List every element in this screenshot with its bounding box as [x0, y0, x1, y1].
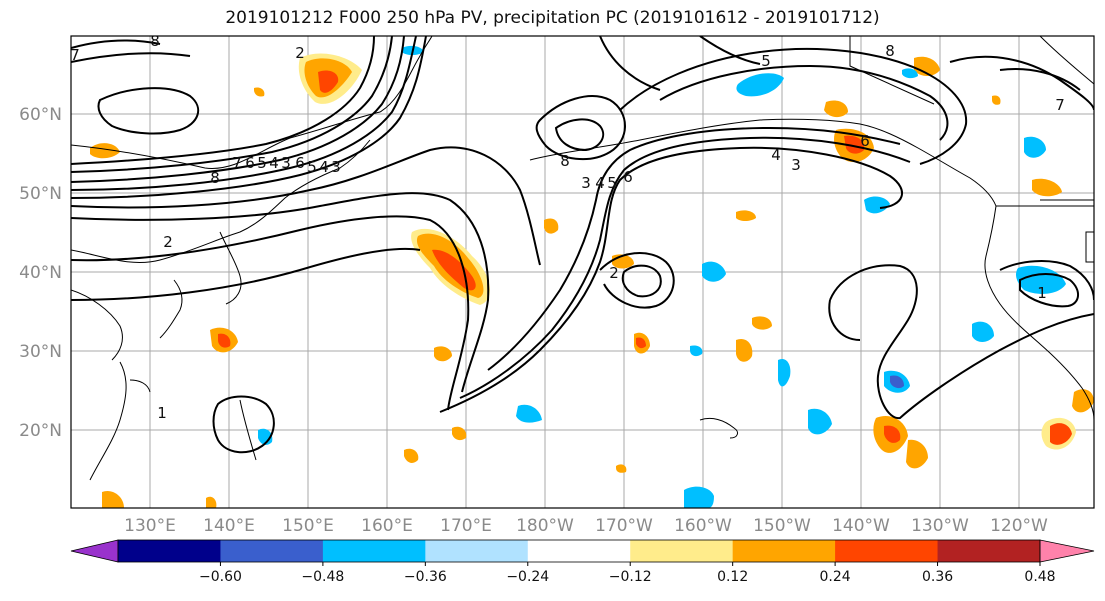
latitude-label: 50°N: [19, 184, 62, 204]
longitude-label: 140°E: [203, 516, 255, 536]
negative-anomaly-blobs: [258, 45, 1066, 508]
contour-label: 6: [295, 154, 305, 172]
contour-label: 7: [232, 154, 242, 172]
colorbar-extend-low: [70, 539, 119, 563]
longitude-label: 170°E: [440, 516, 492, 536]
contour-label: 4: [269, 154, 279, 172]
colorbar-tick-label: 0.24: [820, 569, 851, 585]
precip-shading: [90, 45, 1094, 508]
colorbar-extend-high: [1039, 539, 1095, 563]
positive-anomaly-blobs: [90, 53, 1094, 508]
colorbar: −0.60 −0.48 −0.36 −0.24 −0.12 0.12 0.24 0.36 0.4…: [70, 539, 1095, 585]
latitude-label: 40°N: [19, 263, 62, 283]
map-border: [70, 35, 1095, 509]
contour-label: 3: [281, 154, 291, 172]
contour-label: 1: [1037, 284, 1047, 302]
contour-label: 4: [595, 174, 605, 192]
longitude-label: 170°W: [595, 516, 653, 536]
longitude-label: 130°W: [911, 516, 969, 536]
longitude-label: 130°E: [124, 516, 176, 536]
colorbar-tick-label: −0.24: [506, 569, 549, 585]
gridlines: [71, 36, 1094, 508]
contour-label: 3: [331, 158, 341, 176]
colorbar-segment: [527, 540, 631, 562]
latitude-label: 20°N: [19, 421, 62, 441]
contour-label: 5: [257, 154, 267, 172]
map-title: 2019101212 F000 250 hPa PV, precipitatio…: [225, 8, 880, 28]
longitude-label: 150°W: [753, 516, 811, 536]
contour-label: 8: [150, 32, 160, 50]
colorbar-segment: [732, 540, 836, 562]
colorbar-segment: [835, 540, 939, 562]
latitude-labels: 60°N 50°N 40°N 30°N 20°N: [19, 105, 62, 441]
contour-label: 7: [1055, 96, 1065, 114]
contour-label: 5: [761, 52, 771, 70]
contour-label: 8: [560, 152, 570, 170]
contour-label: 2: [609, 264, 619, 282]
pv-contours: [71, 36, 1094, 454]
contour-label: 3: [581, 174, 591, 192]
contour-label: 3: [791, 156, 801, 174]
contour-label: 4: [771, 146, 781, 164]
longitude-label: 160°W: [674, 516, 732, 536]
colorbar-border: [117, 539, 1041, 563]
contour-label: 2: [295, 44, 305, 62]
contour-label: 2: [163, 233, 173, 251]
colorbar-tick-label: 0.12: [717, 569, 748, 585]
colorbar-segment: [937, 540, 1041, 562]
colorbar-tick-label: −0.12: [609, 569, 652, 585]
colorbar-segment: [630, 540, 734, 562]
contour-label: 4: [319, 158, 329, 176]
contour-label: 6: [245, 154, 255, 172]
colorbar-tick-label: 0.36: [922, 569, 953, 585]
colorbar-segment: [118, 540, 221, 562]
longitude-labels: 130°E 140°E 150°E 160°E 170°E 180°W 170°W 160°W…: [124, 516, 1048, 536]
latitude-label: 30°N: [19, 342, 62, 362]
contour-label: 1: [157, 404, 167, 422]
colorbar-tick-label: 0.48: [1024, 569, 1055, 585]
longitude-label: 140°W: [832, 516, 890, 536]
colorbar-segment: [322, 540, 426, 562]
contour-label: 5: [307, 158, 317, 176]
contour-label: 5: [607, 174, 617, 192]
colorbar-tick-label: −0.60: [199, 569, 242, 585]
longitude-label: 120°W: [990, 516, 1048, 536]
colorbar-segment: [425, 540, 529, 562]
contour-label: 6: [623, 168, 633, 186]
colorbar-tick-label: −0.36: [404, 569, 447, 585]
colorbar-tick-label: −0.48: [301, 569, 344, 585]
latitude-label: 60°N: [19, 105, 62, 125]
longitude-label: 150°E: [282, 516, 334, 536]
colorbar-segment: [220, 540, 324, 562]
longitude-label: 180°W: [516, 516, 574, 536]
contour-label: 6: [860, 132, 870, 150]
coastlines: [71, 36, 1094, 481]
contour-label: 8: [210, 169, 220, 187]
contour-label: 8: [885, 42, 895, 60]
longitude-label: 160°E: [361, 516, 413, 536]
contour-label: 7: [70, 46, 80, 64]
